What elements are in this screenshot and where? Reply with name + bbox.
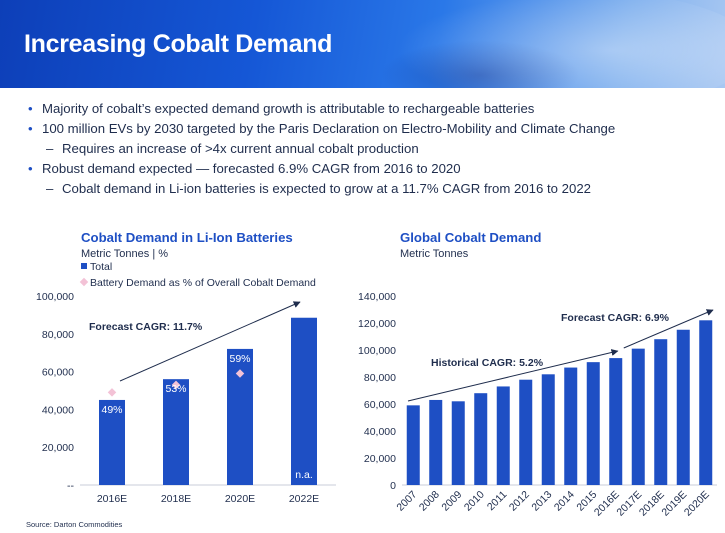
bar bbox=[586, 362, 600, 485]
y-tick-label: 120,000 bbox=[358, 318, 396, 330]
y-tick-label: 60,000 bbox=[364, 399, 396, 411]
x-tick-label: 2014 bbox=[552, 489, 577, 514]
x-tick-label: 2018E bbox=[161, 493, 191, 505]
y-tick-label: 20,000 bbox=[42, 442, 74, 454]
forecast-cagr-annotation: Forecast CAGR: 6.9% bbox=[561, 312, 670, 324]
x-tick-label: 2007 bbox=[394, 489, 419, 514]
chart2-title: Global Cobalt Demand bbox=[400, 230, 542, 245]
y-tick-label: 100,000 bbox=[358, 345, 396, 357]
chart1-legend-pct: Battery Demand as % of Overall Cobalt De… bbox=[79, 277, 316, 290]
chart1-legend-total: Total bbox=[81, 261, 112, 274]
bar bbox=[541, 374, 555, 485]
source-note: Source: Darton Commodities bbox=[26, 520, 123, 529]
bar bbox=[99, 399, 125, 485]
chart1-subtitle: Metric Tonnes | % bbox=[81, 248, 169, 260]
forecast-cagr-arrow bbox=[623, 309, 714, 349]
cagr-arrow bbox=[119, 301, 301, 382]
chart1-title: Cobalt Demand in Li-Ion Batteries bbox=[81, 230, 293, 245]
pct-marker bbox=[235, 369, 245, 378]
pct-data-label: 59% bbox=[229, 353, 250, 365]
y-tick-label: 80,000 bbox=[364, 372, 396, 384]
historical-cagr-annotation: Historical CAGR: 5.2% bbox=[431, 357, 544, 369]
bar bbox=[676, 329, 690, 485]
y-tick-label: 40,000 bbox=[42, 404, 74, 416]
bar bbox=[564, 367, 578, 485]
pct-data-label: 49% bbox=[101, 404, 122, 416]
x-tick-label: 2011 bbox=[485, 489, 510, 514]
bar bbox=[654, 339, 668, 485]
legend-label: Battery Demand as % of Overall Cobalt De… bbox=[90, 277, 316, 289]
y-tick-label: 20,000 bbox=[364, 453, 396, 465]
historical-cagr-arrow bbox=[407, 349, 619, 402]
bullet-item: Robust demand expected — forecasted 6.9%… bbox=[26, 159, 716, 179]
bar bbox=[429, 399, 443, 485]
legend-square-icon bbox=[81, 263, 87, 270]
y-tick-label: 60,000 bbox=[42, 367, 74, 379]
bar bbox=[406, 405, 420, 485]
bar bbox=[451, 401, 465, 485]
x-tick-label: 2012 bbox=[507, 489, 532, 514]
pct-marker bbox=[171, 380, 181, 390]
x-tick-label: 2020E bbox=[225, 493, 255, 505]
x-tick-label: 2008 bbox=[417, 489, 442, 514]
bar bbox=[609, 358, 623, 485]
chart2-subtitle: Metric Tonnes bbox=[400, 248, 469, 260]
y-tick-label: 40,000 bbox=[364, 426, 396, 438]
sub-bullet-item: Cobalt demand in Li-ion batteries is exp… bbox=[26, 179, 716, 199]
x-tick-label: 2020E bbox=[682, 489, 712, 519]
sub-bullet-item: Requires an increase of >4x current annu… bbox=[26, 139, 716, 159]
y-tick-label: 100,000 bbox=[36, 291, 74, 303]
forecast-cagr-annotation: Forecast CAGR: 11.7% bbox=[89, 321, 203, 333]
bullet-item: Majority of cobalt’s expected demand gro… bbox=[26, 99, 716, 119]
bar bbox=[291, 317, 317, 485]
bullet-list: Majority of cobalt’s expected demand gro… bbox=[26, 99, 716, 199]
bar bbox=[474, 393, 488, 485]
banner-car-image bbox=[395, 0, 725, 88]
y-tick-label: 0 bbox=[390, 480, 396, 492]
bar bbox=[496, 386, 510, 485]
x-tick-label: 2009 bbox=[439, 489, 464, 514]
banner-background-image bbox=[380, 40, 580, 88]
bar bbox=[519, 379, 533, 485]
bar bbox=[163, 379, 189, 485]
y-tick-label: 80,000 bbox=[42, 329, 74, 341]
x-tick-label: 2013 bbox=[529, 489, 554, 514]
legend-label: Total bbox=[90, 261, 113, 273]
pct-marker bbox=[107, 388, 117, 397]
pct-data-label: 53% bbox=[165, 383, 186, 395]
x-tick-label: 2016E bbox=[97, 493, 127, 505]
header-banner bbox=[0, 0, 725, 88]
y-tick-label: -- bbox=[67, 480, 74, 492]
page-title: Increasing Cobalt Demand bbox=[24, 30, 333, 58]
pct-data-label: n.a. bbox=[295, 469, 313, 481]
bar bbox=[699, 320, 713, 485]
y-tick-label: 140,000 bbox=[358, 291, 396, 303]
bar bbox=[631, 348, 645, 485]
x-tick-label: 2010 bbox=[462, 489, 487, 514]
x-tick-label: 2022E bbox=[289, 493, 319, 505]
bullet-item: 100 million EVs by 2030 targeted by the … bbox=[26, 119, 716, 139]
